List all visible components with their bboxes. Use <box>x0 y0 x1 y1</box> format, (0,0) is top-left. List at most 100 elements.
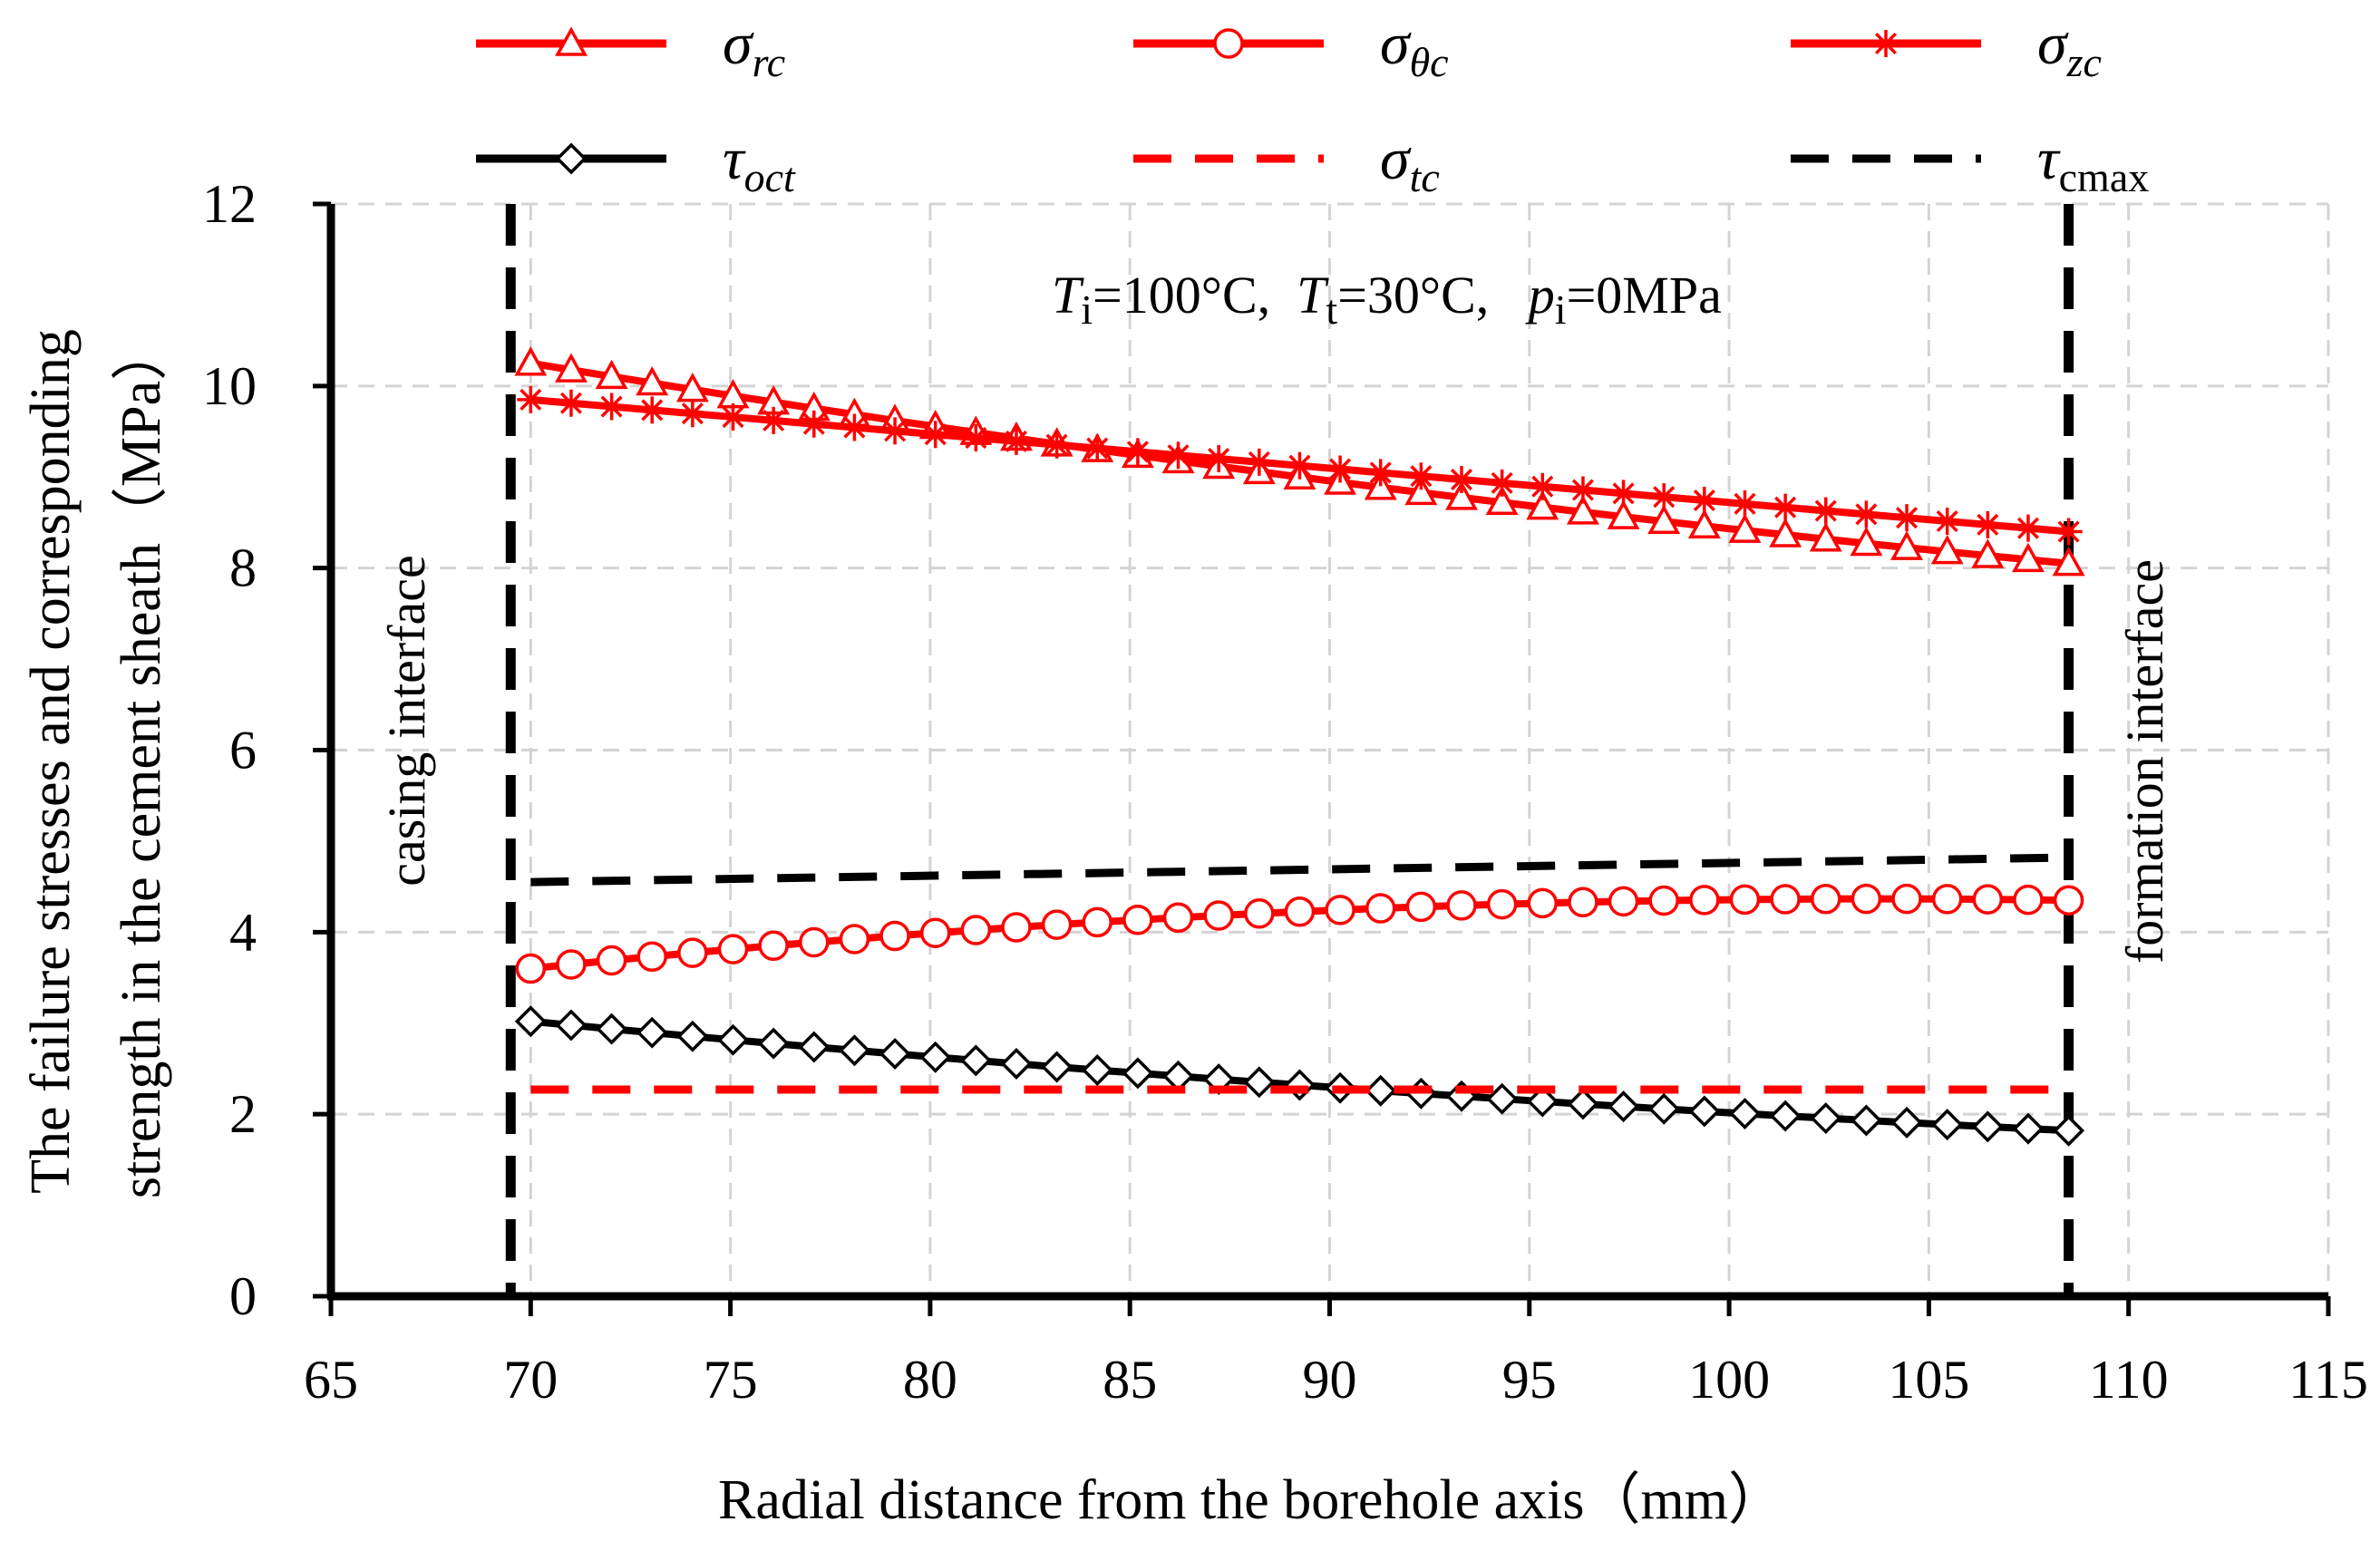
marker-zc <box>1609 480 1637 508</box>
marker-θc <box>758 930 789 962</box>
marker-oct <box>1688 1095 1721 1128</box>
marker-rc <box>1769 518 1802 548</box>
x-tick-label: 115 <box>2288 1350 2368 1410</box>
series-θc <box>515 883 2084 984</box>
legend-item-oct: τoct <box>476 126 796 200</box>
marker-zc <box>1205 445 1233 473</box>
marker-θc <box>717 934 749 964</box>
marker-zc <box>557 389 585 417</box>
marker-oct <box>879 1038 911 1071</box>
marker-zc <box>1123 438 1151 466</box>
legend-label-cmax: τcmax <box>2037 126 2149 200</box>
marker-oct <box>1850 1104 1882 1137</box>
marker-oct <box>1283 1069 1316 1101</box>
marker-θc <box>1811 883 1841 915</box>
y-tick-label: 6 <box>229 721 257 780</box>
marker-θc <box>515 953 547 984</box>
marker-rc <box>1445 480 1478 510</box>
marker-zc <box>1083 434 1112 462</box>
marker-oct <box>1647 1092 1680 1125</box>
marker-zc <box>1164 441 1192 470</box>
marker-zc <box>760 406 788 434</box>
marker-θc <box>2053 885 2084 916</box>
marker-rc <box>1526 490 1559 520</box>
legend-marker-θc <box>1213 28 1244 59</box>
marker-rc <box>1890 530 1924 560</box>
marker-θc <box>1001 912 1032 943</box>
series-oct <box>514 1005 2085 1147</box>
casing-interface-label: casing interface <box>377 555 436 887</box>
marker-oct <box>596 1013 628 1045</box>
marker-θc <box>1527 887 1559 919</box>
marker-θc <box>960 915 992 945</box>
marker-zc <box>840 413 869 441</box>
marker-oct <box>798 1031 831 1063</box>
marker-rc <box>514 346 548 376</box>
series-group <box>514 346 2085 1147</box>
marker-oct <box>1122 1057 1154 1090</box>
x-tick-label: 65 <box>304 1350 358 1410</box>
marker-rc <box>1850 526 1883 557</box>
marker-θc <box>799 926 830 958</box>
marker-zc <box>1852 500 1880 528</box>
y-tick-label: 12 <box>202 174 257 234</box>
marker-θc <box>1568 887 1598 918</box>
marker-rc <box>595 359 628 390</box>
marker-θc <box>636 941 667 973</box>
marker-zc <box>1974 510 2002 538</box>
series-zc <box>517 385 2083 546</box>
marker-zc <box>719 403 747 431</box>
marker-rc <box>1728 513 1762 543</box>
marker-zc <box>1933 508 1961 536</box>
y-tick-label: 2 <box>229 1084 257 1144</box>
marker-rc <box>1485 485 1519 516</box>
marker-rc <box>1566 495 1599 525</box>
legend-marker-zc <box>1872 30 1899 57</box>
x-tick-label: 105 <box>1888 1350 1969 1410</box>
x-tick-label: 80 <box>903 1350 957 1410</box>
marker-oct <box>1081 1054 1113 1086</box>
marker-zc <box>638 396 666 424</box>
marker-zc <box>1366 459 1394 487</box>
x-tick-label: 75 <box>704 1350 758 1410</box>
legend-label-θc: σθc <box>1380 11 1449 85</box>
y-axis-title-line2: strength in the cement sheath（MPa） <box>111 325 172 1198</box>
marker-θc <box>1203 900 1234 931</box>
marker-zc <box>1812 497 1840 525</box>
marker-zc <box>1286 451 1314 480</box>
conditions-annotation: Ti=100°C, Tt=30°C, pi=0MPa <box>1052 266 1722 333</box>
marker-zc <box>1448 466 1476 494</box>
marker-zc <box>1772 493 1800 521</box>
marker-θc <box>879 920 910 952</box>
marker-zc <box>2055 518 2083 546</box>
marker-θc <box>1770 884 1801 915</box>
marker-oct <box>555 1009 588 1042</box>
marker-θc <box>1405 891 1437 923</box>
marker-oct <box>1931 1109 1964 1141</box>
marker-zc <box>921 421 949 449</box>
legend-item-zc: σzc <box>1791 11 2102 85</box>
marker-θc <box>1082 906 1113 938</box>
marker-rc <box>636 365 669 396</box>
marker-rc <box>2052 547 2085 577</box>
marker-oct <box>1608 1090 1640 1123</box>
marker-rc <box>1687 509 1721 538</box>
x-axis-title: Radial distance from the borehole axis（m… <box>718 1469 1784 1531</box>
legend-item-cmax: τcmax <box>1791 126 2149 200</box>
marker-zc <box>800 410 828 438</box>
marker-oct <box>959 1044 992 1077</box>
marker-zc <box>517 385 545 413</box>
marker-oct <box>1567 1088 1599 1120</box>
marker-θc <box>556 949 587 980</box>
legend-label-rc: σrc <box>723 11 785 85</box>
marker-oct <box>1971 1110 2004 1143</box>
marker-θc <box>1931 884 1963 915</box>
legend-item-θc: σθc <box>1133 11 1449 85</box>
legend-item-tc: σtc <box>1133 126 1440 200</box>
marker-θc <box>1284 896 1316 927</box>
marker-θc <box>677 937 708 968</box>
y-axis-title-line1: The failure stresses and corresponding <box>20 329 82 1194</box>
marker-oct <box>636 1016 668 1049</box>
legend-marker-rc <box>555 26 588 56</box>
y-tick-label: 10 <box>202 356 257 416</box>
